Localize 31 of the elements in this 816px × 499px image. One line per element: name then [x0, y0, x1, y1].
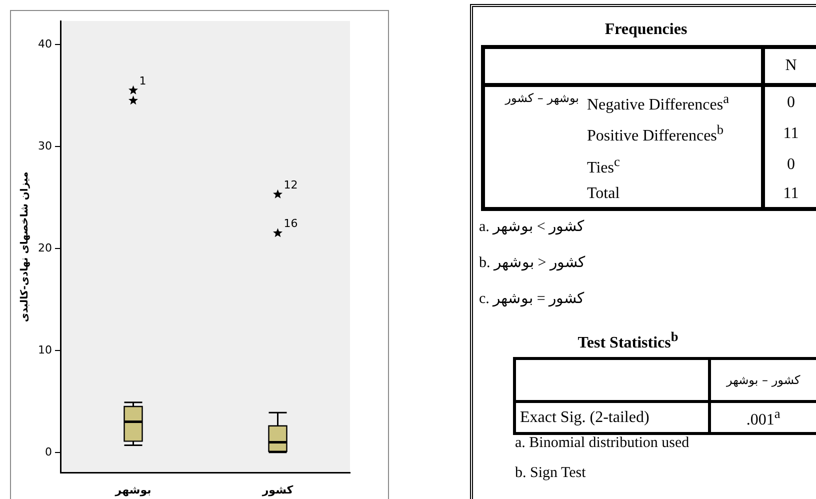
text: N: [763, 47, 816, 85]
y-tick-label: 40: [38, 37, 52, 50]
text: Frequencies: [604, 21, 688, 39]
x-tick-label: بوشهر: [114, 483, 152, 496]
text: b. کشور < بوشهر: [479, 254, 585, 272]
data-label: 0: [763, 150, 816, 181]
data-label: 11: [763, 180, 816, 209]
y-axis-title: میزان شاخصهای نهادی-کالبدی: [20, 172, 31, 322]
data-label: 0: [763, 85, 816, 118]
category-label: Total: [586, 184, 621, 204]
y-tick-label: 30: [38, 139, 52, 152]
annotation: 12: [284, 178, 298, 192]
category-label: Ties$^{c}$: [586, 152, 621, 178]
x-tick-label: کشور: [261, 483, 294, 496]
text: کشور – بوشهر: [709, 358, 816, 402]
category-label: Positive Differences$^{b}$: [586, 121, 725, 147]
text: Test Statistics$^{b}$: [576, 329, 680, 352]
category-label: Exact Sig. (2-tailed): [514, 402, 710, 434]
text: a. کشور > بوشهر: [479, 218, 584, 236]
y-tick-label: 20: [38, 241, 52, 254]
category-label: Negative Differences$^{a}$: [586, 90, 730, 116]
text: b. Sign Test: [515, 465, 586, 482]
y-tick-label: 0: [44, 445, 52, 458]
data-label: 11: [763, 118, 816, 150]
annotation: 1: [139, 74, 146, 88]
y-tick-label: 10: [38, 343, 52, 356]
annotation: 16: [284, 217, 298, 230]
text: a. Binomial distribution used: [515, 435, 690, 452]
text: c. کشور = بوشهر: [479, 290, 584, 308]
text: .001$^{a}$: [746, 406, 780, 428]
text: بوشهر – کشور: [504, 90, 580, 107]
